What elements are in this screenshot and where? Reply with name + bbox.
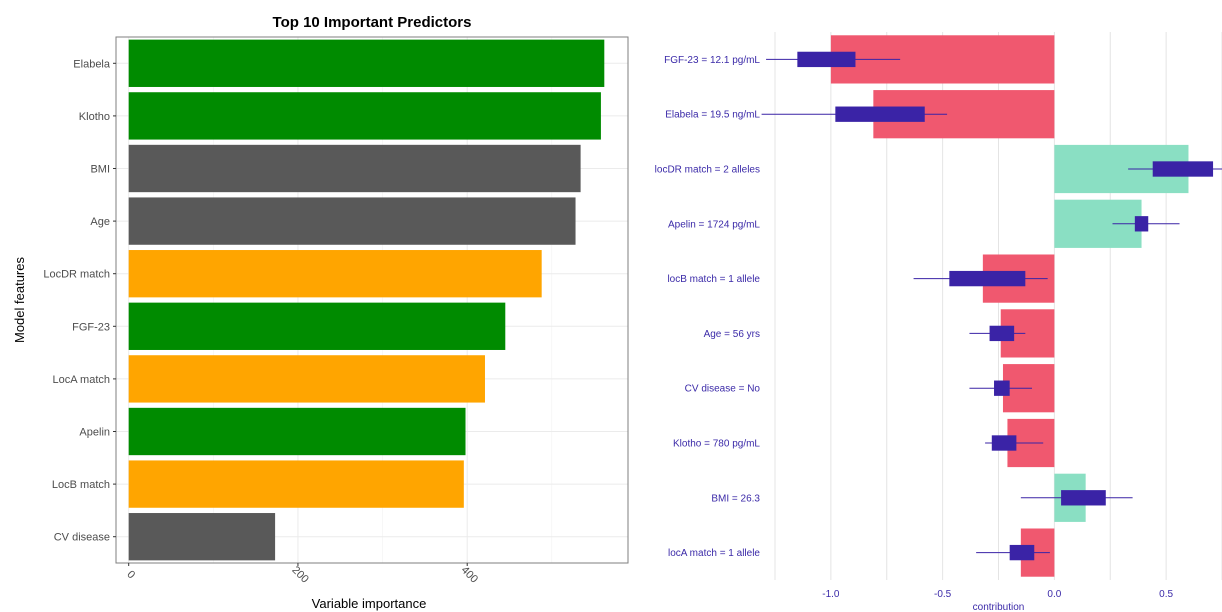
boxplot-box bbox=[797, 51, 856, 68]
y-tick-label: Apelin bbox=[79, 427, 110, 439]
x-tick-label: 400 bbox=[459, 564, 480, 585]
x-tick-label: 0 bbox=[124, 568, 137, 581]
y-tick-label: Klotho bbox=[79, 111, 110, 123]
y-tick-label: Age = 56 yrs bbox=[704, 329, 760, 340]
contribution-x-ticks: -1.0 -0.5 0.0 0.5 bbox=[822, 589, 1173, 600]
boxplot-box bbox=[1061, 490, 1106, 506]
bar-cv-disease bbox=[128, 513, 276, 561]
y-tick-label: CV disease = No bbox=[685, 384, 761, 395]
boxplot-box bbox=[994, 380, 1010, 396]
importance-x-axis-label: Variable importance bbox=[312, 596, 427, 611]
y-tick-label: LocA match bbox=[53, 374, 110, 386]
x-tick-label: 200 bbox=[289, 564, 310, 585]
y-tick-label: locA match = 1 allele bbox=[668, 548, 760, 559]
y-tick-label: Klotho = 780 pg/mL bbox=[673, 439, 760, 450]
x-tick-label: 0.0 bbox=[1047, 589, 1061, 600]
x-tick-label: -0.5 bbox=[934, 589, 952, 600]
bar-klotho bbox=[128, 92, 601, 140]
y-tick-label: LocB match bbox=[52, 479, 110, 491]
importance-panel-border bbox=[115, 36, 629, 564]
contribution-y-ticks: FGF-23 = 12.1 pg/mL Elabela = 19.5 ng/mL l… bbox=[655, 55, 761, 559]
boxplot-box bbox=[991, 435, 1017, 451]
y-tick-label: LocDR match bbox=[43, 269, 110, 281]
y-tick-label: FGF-23 bbox=[72, 321, 110, 333]
importance-bars bbox=[128, 39, 605, 561]
boxplot-box bbox=[949, 270, 1026, 287]
contribution-chart: FGF-23 = 12.1 pg/mL Elabela = 19.5 ng/mL l… bbox=[655, 32, 1222, 612]
boxplot-box bbox=[1134, 216, 1149, 232]
importance-x-ticks: 0 200 400 bbox=[124, 563, 480, 586]
y-tick-label: locDR match = 2 alleles bbox=[655, 165, 760, 176]
y-tick-label: BMI bbox=[90, 164, 110, 176]
boxplot-box bbox=[835, 106, 925, 122]
y-tick-label: Elabela bbox=[73, 58, 111, 70]
contribution-boxplots bbox=[761, 51, 1222, 561]
y-tick-label: Apelin = 1724 pg/mL bbox=[668, 219, 760, 230]
x-tick-label: 0.5 bbox=[1159, 589, 1173, 600]
bar-locdr-match bbox=[128, 250, 542, 298]
boxplot-box bbox=[1152, 161, 1214, 177]
y-tick-label: locB match = 1 allele bbox=[667, 274, 760, 285]
boxplot-box bbox=[1009, 544, 1035, 561]
y-tick-label: Age bbox=[90, 216, 110, 228]
importance-y-axis-label: Model features bbox=[12, 257, 27, 343]
importance-chart-title: Top 10 Important Predictors bbox=[273, 14, 472, 31]
boxplot-box bbox=[989, 325, 1015, 342]
x-tick-label: -1.0 bbox=[822, 589, 840, 600]
bar-loca-match bbox=[128, 355, 485, 403]
contribution-x-axis-label: contribution bbox=[973, 602, 1025, 612]
importance-y-ticks: Elabela Klotho BMI Age LocDR match FGF-23 LocA… bbox=[43, 58, 116, 544]
bar-elabela bbox=[128, 39, 605, 87]
bar-fgf-23 bbox=[128, 302, 506, 350]
y-tick-label: FGF-23 = 12.1 pg/mL bbox=[664, 55, 760, 66]
bar-age bbox=[128, 197, 576, 245]
importance-chart: Elabela Klotho BMI Age LocDR match FGF-23 LocA… bbox=[12, 14, 629, 611]
bar-apelin bbox=[128, 407, 466, 456]
contribution-bars bbox=[830, 35, 1189, 577]
y-tick-label: BMI = 26.3 bbox=[711, 493, 760, 504]
y-tick-label: CV disease bbox=[54, 532, 110, 544]
bar-bmi bbox=[128, 144, 581, 193]
y-tick-label: Elabela = 19.5 ng/mL bbox=[665, 110, 760, 121]
bar-locb-match bbox=[128, 460, 464, 508]
